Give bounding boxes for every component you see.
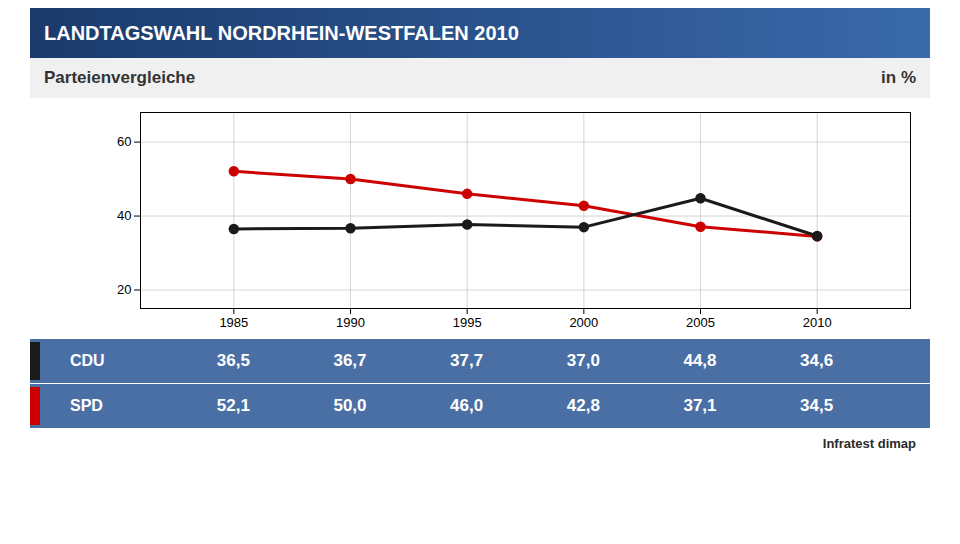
html-text:Infratest dimap: Infratest dimap	[822, 435, 916, 451]
svg-text:60: 60	[117, 134, 131, 149]
svg-text:2010: 2010	[803, 315, 832, 330]
html-text:SPD: SPD	[70, 397, 103, 414]
svg-text:40: 40	[117, 208, 131, 223]
html-text:46,0: 46,0	[450, 396, 484, 415]
html-text:Parteienvergleiche: Parteienvergleiche	[44, 68, 196, 87]
html-text:37,1: 37,1	[683, 396, 717, 415]
html-text:LANDTAGSWAHL NORDRHEIN-WESTFAL: LANDTAGSWAHL NORDRHEIN-WESTFALEN 2010	[44, 21, 519, 44]
html-text:42,8: 42,8	[566, 396, 600, 415]
svg-text:20: 20	[117, 282, 131, 297]
svg-text:1995: 1995	[453, 315, 482, 330]
html-text:36,5: 36,5	[216, 351, 250, 370]
html-text:34,5: 34,5	[800, 396, 834, 415]
html-text:36,7: 36,7	[333, 351, 367, 370]
svg-text:1990: 1990	[336, 315, 365, 330]
svg-text:2005: 2005	[686, 315, 715, 330]
html-text:34,6: 34,6	[800, 351, 834, 370]
html-text:in %: in %	[881, 68, 916, 87]
svg-text:1985: 1985	[219, 315, 248, 330]
svg-text:2000: 2000	[569, 315, 598, 330]
html-text:52,1: 52,1	[216, 396, 250, 415]
html-text:CDU: CDU	[70, 352, 105, 369]
html-text:44,8: 44,8	[683, 351, 717, 370]
html-text:37,7: 37,7	[450, 351, 484, 370]
html-text:50,0: 50,0	[333, 396, 367, 415]
html-text:37,0: 37,0	[566, 351, 600, 370]
